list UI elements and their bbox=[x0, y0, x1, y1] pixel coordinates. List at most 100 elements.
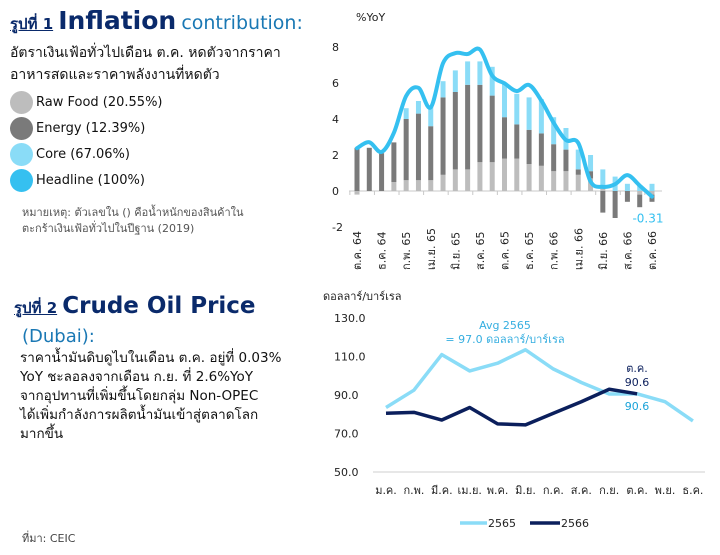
headline-swatch-icon bbox=[10, 168, 33, 192]
bar-raw-food bbox=[465, 169, 471, 191]
inflation-x-tick-label: ต.ค. 65 bbox=[499, 231, 512, 270]
figure2-number: รูปที่ 2 bbox=[14, 299, 58, 317]
oil-y-tick-label: 90.0 bbox=[334, 389, 359, 402]
bar-raw-food bbox=[502, 158, 507, 191]
bar-energy bbox=[588, 171, 594, 179]
inflation-x-tick-label: ธ.ค. 65 bbox=[523, 231, 536, 270]
bar-raw-food bbox=[649, 191, 655, 195]
figure1-note: หมายเหตุ: ตัวเลขใน () คือน้ำหนักของสินค้… bbox=[22, 205, 244, 237]
oct-annotation-value-2565: 90.6 bbox=[625, 400, 650, 413]
figure2-description-line: มากขึ้น bbox=[20, 426, 64, 442]
bar-core bbox=[637, 185, 643, 191]
bar-raw-food bbox=[452, 169, 458, 191]
core-swatch-icon bbox=[10, 142, 33, 166]
bar-raw-food bbox=[551, 171, 557, 191]
oil-y-tick-label: 130.0 bbox=[334, 312, 366, 325]
bar-core bbox=[415, 101, 421, 114]
bar-energy bbox=[391, 142, 397, 182]
inflation-y-tick-label: 4 bbox=[332, 113, 339, 126]
bar-core bbox=[502, 83, 507, 118]
bar-energy bbox=[465, 84, 471, 170]
legend-label: Raw Food (20.55%) bbox=[36, 94, 163, 110]
oil-x-tick-label: ก.ย. bbox=[599, 484, 619, 497]
bar-energy bbox=[415, 113, 421, 181]
oil-y-axis-label: ดอลลาร์/บาร์เรล bbox=[323, 290, 402, 303]
oct-annotation-value-2566: 90.6 bbox=[625, 376, 650, 389]
inflation-x-tick-label: เม.ย. 66 bbox=[572, 228, 585, 270]
inflation-y-tick-label: 8 bbox=[332, 41, 339, 54]
oil-y-tick-label: 50.0 bbox=[334, 466, 359, 479]
figure1-number: รูปที่ 1 bbox=[10, 15, 54, 33]
figure2-description: ราคาน้ำมันดิบดูไบในเดือน ต.ค. อยู่ที่ 0.… bbox=[20, 349, 281, 444]
inflation-x-tick-label: ต.ค. 64 bbox=[351, 231, 364, 270]
bar-raw-food bbox=[575, 174, 581, 191]
legend-item-headline: Headline (100%) bbox=[10, 167, 163, 193]
bar-energy bbox=[624, 191, 630, 202]
bar-energy bbox=[637, 194, 643, 208]
inflation-x-tick-label: ต.ค. 66 bbox=[646, 231, 659, 270]
bar-core bbox=[440, 81, 446, 98]
energy-swatch-icon bbox=[10, 116, 33, 140]
bar-energy bbox=[366, 147, 372, 191]
oil-x-tick-label: ต.ค. bbox=[626, 484, 648, 497]
figure1-description: อัตราเงินเฟ้อทั่วไปเดือน ต.ค. หดตัวจากรา… bbox=[10, 42, 281, 86]
figure1-legend: Raw Food (20.55%) Energy (12.39%) Core (… bbox=[10, 89, 163, 193]
series-2566-line bbox=[385, 387, 638, 427]
bar-energy bbox=[428, 126, 434, 181]
bar-energy bbox=[551, 144, 557, 172]
oil-y-tick-label: 110.0 bbox=[334, 351, 366, 364]
avg-annotation-line1: Avg 2565 bbox=[479, 319, 531, 332]
bar-energy bbox=[403, 119, 409, 181]
bar-core bbox=[526, 97, 532, 130]
figure2-description-line: จากอุปทานที่เพิ่มขึ้นโดยกลุ่ม Non-OPEC bbox=[20, 388, 259, 404]
bar-energy bbox=[440, 97, 446, 175]
bar-raw-food bbox=[415, 180, 421, 191]
bar-raw-food bbox=[514, 158, 520, 191]
bar-core bbox=[649, 183, 655, 191]
figure1-title: รูปที่ 1 Inflation contribution: bbox=[10, 6, 303, 36]
bar-core bbox=[428, 106, 434, 127]
inflation-y-tick-label: 2 bbox=[332, 149, 339, 162]
figure2-description-line: ราคาน้ำมันดิบดูไบในเดือน ต.ค. อยู่ที่ 0.… bbox=[20, 350, 282, 366]
oil-x-tick-label: เม.ย. bbox=[457, 484, 481, 497]
bar-raw-food bbox=[428, 180, 434, 191]
bar-energy bbox=[379, 153, 385, 191]
bar-core bbox=[477, 61, 483, 85]
inflation-y-axis-label: %YoY bbox=[356, 11, 385, 24]
bar-energy bbox=[514, 124, 520, 159]
figure2-title: รูปที่ 2 Crude Oil Price bbox=[14, 293, 256, 320]
bar-raw-food bbox=[354, 191, 360, 195]
inflation-x-tick-label: ส.ค. 65 bbox=[474, 231, 487, 270]
bar-core bbox=[600, 169, 606, 186]
bar-energy bbox=[538, 133, 544, 166]
inflation-y-tick-label: 0 bbox=[332, 185, 339, 198]
oil-x-tick-label: มี.ค. bbox=[431, 484, 453, 497]
bar-raw-food bbox=[440, 174, 446, 191]
inflation-x-tick-label: ธ.ค. 64 bbox=[376, 231, 389, 270]
oil-legend: 2565 2566 bbox=[460, 517, 589, 530]
legend-label: Headline (100%) bbox=[36, 172, 145, 188]
oil-x-tick-label: ม.ค. bbox=[375, 484, 397, 497]
bar-energy bbox=[452, 92, 458, 170]
oil-y-tick-label: 70.0 bbox=[334, 428, 359, 441]
oil-x-tick-label: มิ.ย. bbox=[515, 484, 536, 497]
inflation-y-tick-label: 6 bbox=[332, 77, 339, 90]
bar-raw-food bbox=[637, 191, 643, 195]
inflation-x-tick-label: เม.ย. 65 bbox=[425, 228, 438, 270]
bar-core bbox=[489, 66, 495, 96]
bar-raw-food bbox=[477, 162, 483, 191]
figure1-description-line: อัตราเงินเฟ้อทั่วไปเดือน ต.ค. หดตัวจากรา… bbox=[10, 45, 281, 61]
figure2-description-line: YoY ชะลอลงจากเดือน ก.ย. ที่ 2.6%YoY bbox=[20, 369, 253, 385]
source-note: ที่มา: CEIC bbox=[22, 532, 76, 545]
bar-raw-food bbox=[403, 180, 409, 191]
bar-raw-food bbox=[526, 164, 532, 191]
oil-x-tick-label: ก.พ. bbox=[403, 484, 424, 497]
bar-core bbox=[588, 155, 594, 172]
bar-core bbox=[624, 183, 630, 191]
oil-price-chart: ดอลลาร์/บาร์เรล 130.0 110.0 90.0 70.0 50.0 ม… bbox=[323, 290, 705, 530]
oil-x-tick-label: ก.ค. bbox=[543, 484, 564, 497]
bar-core bbox=[514, 93, 520, 125]
bar-raw-food bbox=[563, 171, 569, 191]
legend-item-raw-food: Raw Food (20.55%) bbox=[10, 89, 163, 115]
inflation-chart: %YoY 8 6 4 2 0 -2 -0.31 ต.ค. 64 ธ.ค. 64 ก.พ. 65… bbox=[332, 11, 664, 270]
